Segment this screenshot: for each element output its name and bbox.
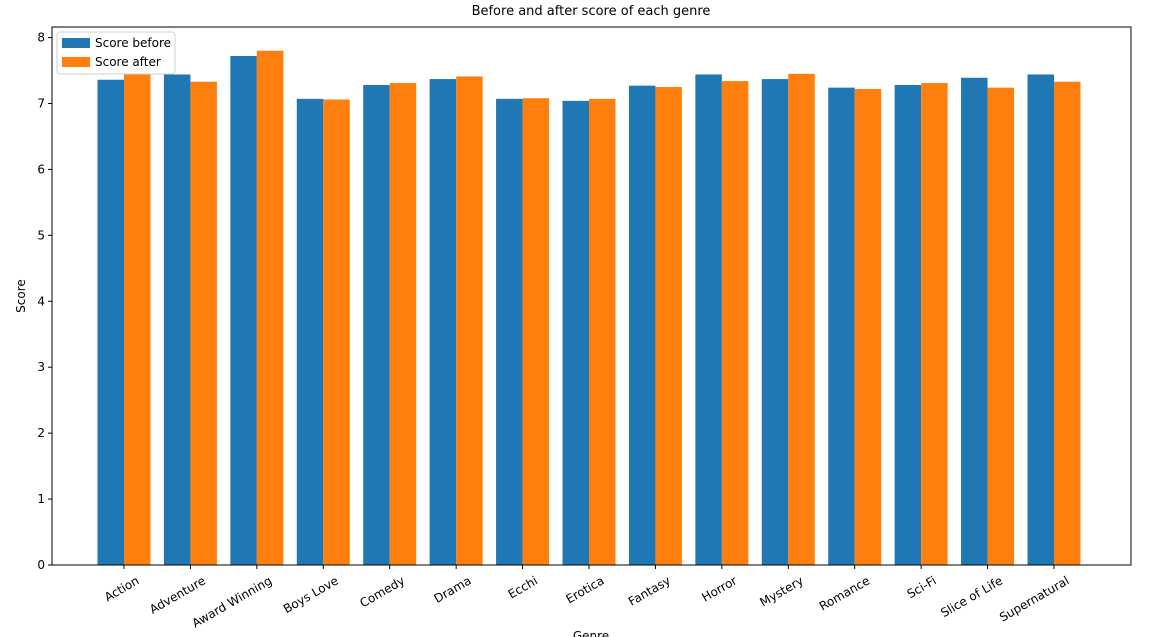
bar [163,74,191,566]
y-tick-label: 0 [37,558,45,572]
x-tick-label: Ecchi [506,573,540,601]
bar [230,56,257,566]
bar [655,86,682,565]
x-tick-label: Supernatural [997,573,1071,624]
x-tick-label: Comedy [357,573,407,610]
bar [695,74,722,566]
bar [456,76,483,565]
bar [761,79,789,565]
x-tick-label: Erotica [563,573,606,606]
bar [721,81,749,566]
bar [429,79,457,565]
bar [628,85,656,565]
x-tick-label: Mystery [757,573,805,609]
legend: Score before Score after [56,31,176,75]
y-tick-label: 6 [37,162,45,176]
bar [389,83,417,566]
y-tick-label: 1 [37,492,45,506]
bar [961,77,988,566]
bar [124,74,151,566]
bar [1054,81,1081,566]
bar [854,88,882,565]
bar [323,99,350,566]
x-axis-label: Genre [573,629,609,637]
bar [921,83,948,566]
x-tick-label: Adventure [147,573,208,616]
x-tick-label: Horror [699,573,739,604]
bar [1027,74,1054,566]
bar [97,79,124,566]
bar [256,50,284,566]
y-tick-label: 2 [37,426,45,440]
bar [562,100,589,565]
legend-label: Score before [95,36,171,50]
bar [589,98,616,565]
chart-title: Before and after score of each genre [472,4,711,19]
y-tick-label: 5 [37,228,45,242]
x-tick-label: Drama [432,573,474,605]
bar [363,85,390,566]
bar [190,81,217,566]
y-tick-label: 4 [37,294,45,308]
x-tick-label: Slice of Life [938,573,1005,620]
x-tick-label: Action [102,573,142,604]
legend-swatch [62,57,90,67]
bar [522,98,550,566]
x-tick-label: Fantasy [626,573,673,608]
bar [788,73,815,565]
y-tick-label: 7 [37,96,45,110]
legend-swatch [62,38,90,48]
y-axis-label: Score [14,279,28,313]
bar [987,87,1015,565]
y-tick-label: 8 [37,31,45,45]
x-tick-label: Sci-Fi [905,573,939,601]
x-tick-label: Boys Love [281,573,341,616]
bar [894,85,922,566]
bar [496,98,523,565]
bar [296,98,324,565]
legend-label: Score after [95,55,161,69]
plot-frame [51,26,1132,566]
x-tick-label: Romance [817,573,872,613]
y-tick-label: 3 [37,360,45,374]
bar [828,87,855,565]
